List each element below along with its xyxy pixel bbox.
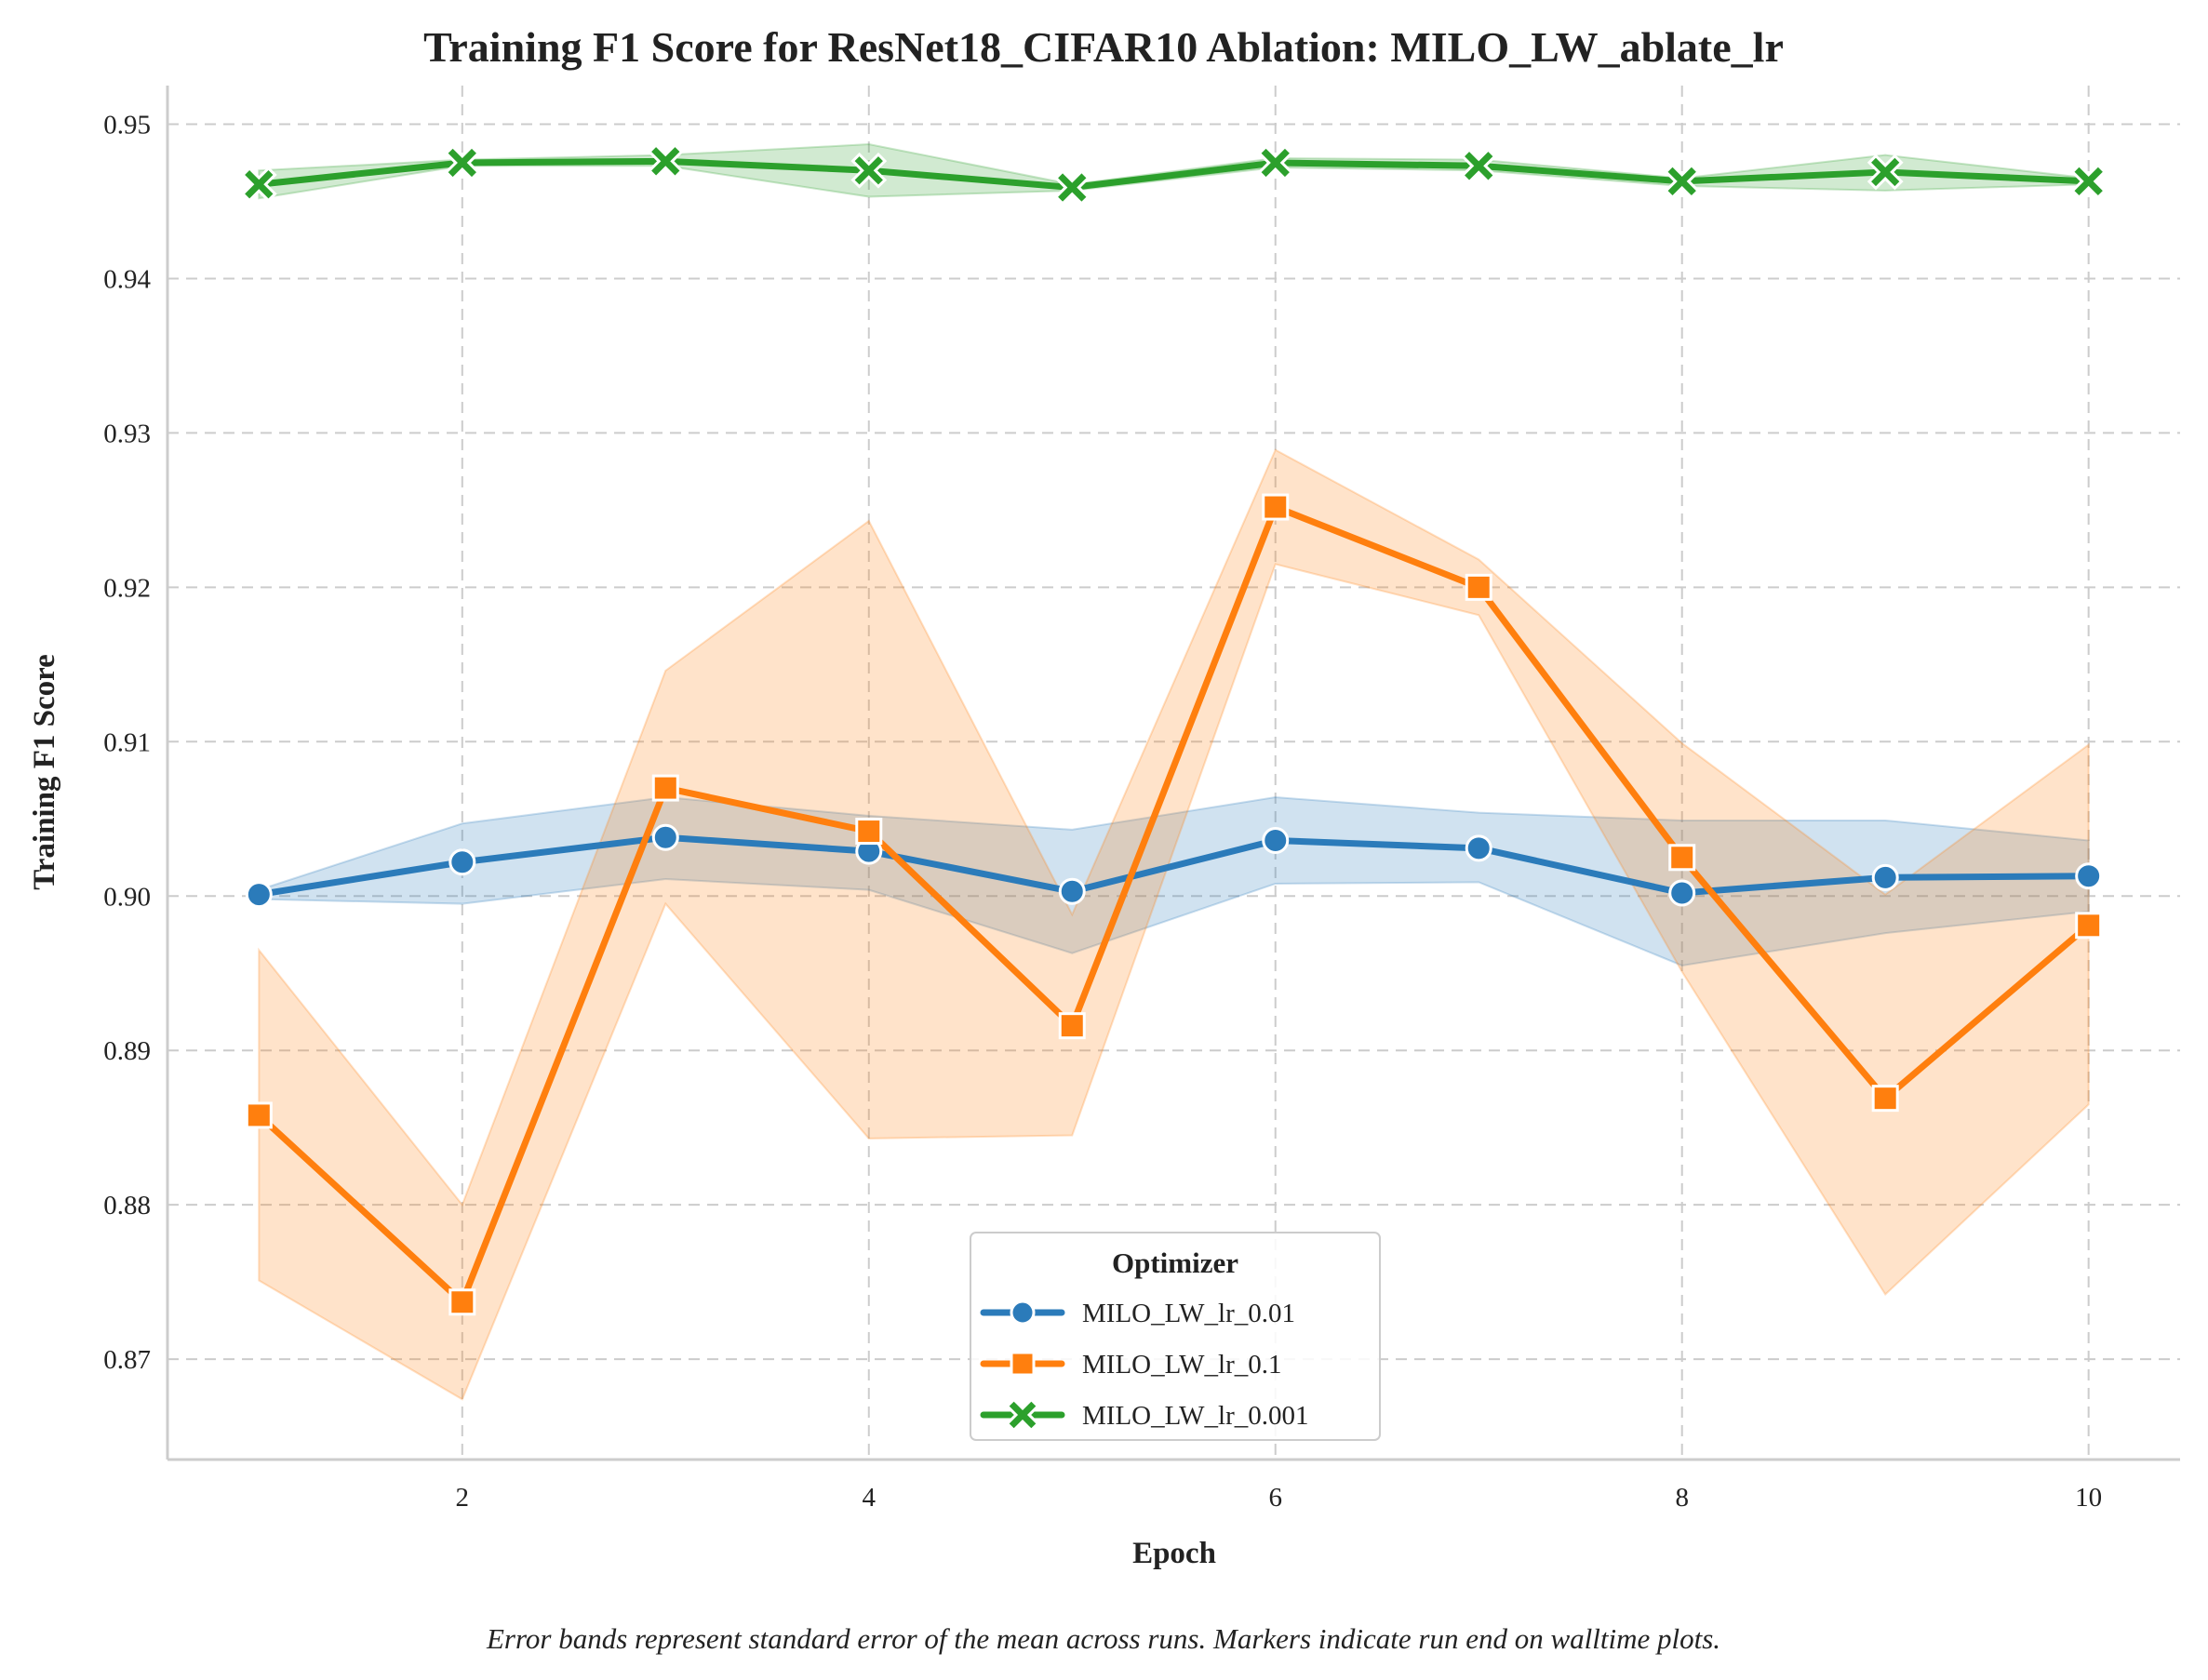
y-tick-label: 0.91 — [103, 727, 151, 757]
y-tick-label: 0.89 — [103, 1036, 151, 1066]
square-marker — [1262, 493, 1290, 521]
x-tick-label: 2 — [456, 1483, 470, 1513]
circle-marker — [651, 823, 679, 851]
x-tick-label: 10 — [2075, 1483, 2102, 1513]
circle-marker — [1668, 879, 1696, 907]
x-marker — [850, 152, 888, 189]
x-axis-label: Epoch — [1132, 1537, 1216, 1570]
series-line — [255, 157, 2093, 192]
legend-entry: MILO_LW_lr_0.01 — [980, 1299, 1295, 1328]
y-tick-label: 0.87 — [103, 1345, 151, 1375]
series-lines — [255, 157, 2093, 1306]
x-marker — [1257, 144, 1294, 181]
square-marker — [2075, 912, 2103, 940]
legend: Optimizer MILO_LW_lr_0.01MILO_LW_lr_0.1M… — [970, 1232, 1381, 1441]
circle-marker — [1262, 827, 1290, 855]
legend-label: MILO_LW_lr_0.1 — [1082, 1350, 1282, 1380]
series-markers — [240, 142, 2108, 1316]
x-marker — [240, 166, 277, 203]
square-marker — [1058, 1012, 1086, 1040]
x-marker — [647, 142, 684, 180]
circle-marker — [1871, 863, 1899, 891]
legend-entries: MILO_LW_lr_0.01 MILO_LW_lr_0.1 MILO_LW_lr_… — [980, 1299, 1309, 1433]
square-marker — [1010, 1351, 1036, 1377]
y-tick-label: 0.94 — [103, 264, 151, 294]
y-tick-label: 0.93 — [103, 419, 151, 448]
circle-marker — [1010, 1300, 1036, 1326]
x-marker — [2070, 163, 2108, 200]
square-marker — [1465, 573, 1492, 601]
x-tick-label: 8 — [1675, 1483, 1689, 1513]
chart-title: Training F1 Score for ResNet18_CIFAR10 A… — [423, 23, 1784, 71]
square-marker — [1871, 1085, 1899, 1113]
y-tick-label: 0.95 — [103, 110, 151, 140]
square-marker — [245, 1101, 273, 1129]
x-tick-label: 4 — [863, 1483, 877, 1513]
error-band — [258, 143, 2090, 200]
circle-marker — [448, 848, 476, 876]
legend-box — [970, 1232, 1381, 1441]
x-marker — [1053, 169, 1091, 206]
x-tick-labels: 2 4 6 8 10 — [456, 1483, 2103, 1513]
square-marker — [855, 818, 883, 846]
legend-entry: MILO_LW_lr_0.001 — [980, 1397, 1309, 1433]
square-marker — [448, 1288, 476, 1316]
x-marker — [444, 144, 481, 181]
square-marker — [1668, 844, 1696, 872]
circle-marker — [1465, 834, 1492, 862]
x-marker — [1867, 153, 1904, 191]
y-tick-label: 0.90 — [103, 882, 151, 912]
x-marker — [1460, 147, 1497, 184]
x-marker — [1664, 163, 1701, 200]
x-tick-label: 6 — [1268, 1483, 1282, 1513]
figure-caption: Error bands represent standard error of … — [486, 1622, 1720, 1655]
y-tick-label: 0.92 — [103, 573, 151, 603]
legend-title: Optimizer — [1112, 1247, 1238, 1279]
circle-marker — [245, 881, 273, 909]
legend-label: MILO_LW_lr_0.01 — [1082, 1299, 1295, 1328]
circle-marker — [2075, 862, 2103, 890]
y-axis-label: Training F1 Score — [28, 654, 61, 890]
series-line — [255, 833, 2093, 899]
legend-label: MILO_LW_lr_0.001 — [1082, 1401, 1309, 1431]
y-tick-labels: 0.87 0.88 0.89 0.90 0.91 0.92 0.93 0.94 0.95 — [103, 110, 151, 1375]
legend-entry: MILO_LW_lr_0.1 — [980, 1350, 1282, 1380]
series-line — [255, 503, 2093, 1306]
circle-marker — [1058, 877, 1086, 905]
y-tick-label: 0.88 — [103, 1191, 151, 1220]
square-marker — [651, 774, 679, 802]
x-marker — [1005, 1397, 1040, 1433]
error-band — [258, 448, 2090, 1401]
